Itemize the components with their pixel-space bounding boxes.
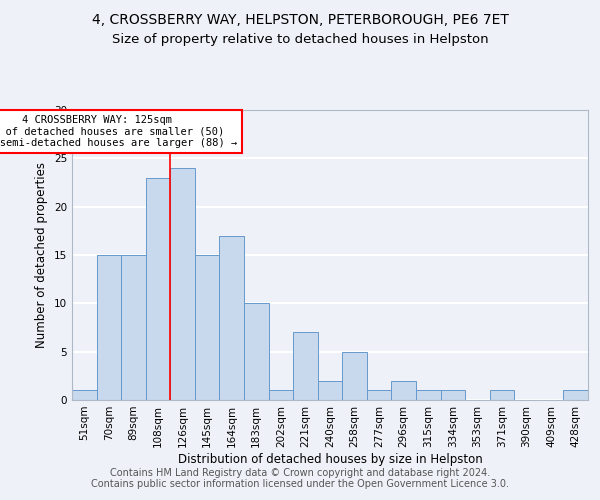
Bar [146, 178, 170, 400]
Bar [391, 380, 416, 400]
Text: Contains HM Land Registry data © Crown copyright and database right 2024.: Contains HM Land Registry data © Crown c… [110, 468, 490, 477]
Bar [97, 255, 121, 400]
Y-axis label: Number of detached properties: Number of detached properties [35, 162, 49, 348]
Bar [367, 390, 391, 400]
Bar [269, 390, 293, 400]
Bar [563, 390, 588, 400]
Bar [440, 390, 465, 400]
X-axis label: Distribution of detached houses by size in Helpston: Distribution of detached houses by size … [178, 452, 482, 466]
Bar [318, 380, 342, 400]
Bar [170, 168, 195, 400]
Bar [195, 255, 220, 400]
Bar [121, 255, 146, 400]
Bar [490, 390, 514, 400]
Text: 4 CROSSBERRY WAY: 125sqm
← 35% of detached houses are smaller (50)
62% of semi-d: 4 CROSSBERRY WAY: 125sqm ← 35% of detach… [0, 115, 237, 148]
Bar [293, 332, 318, 400]
Bar [72, 390, 97, 400]
Bar [244, 304, 269, 400]
Bar [416, 390, 440, 400]
Text: 4, CROSSBERRY WAY, HELPSTON, PETERBOROUGH, PE6 7ET: 4, CROSSBERRY WAY, HELPSTON, PETERBOROUG… [92, 12, 508, 26]
Text: Contains public sector information licensed under the Open Government Licence 3.: Contains public sector information licen… [91, 479, 509, 489]
Text: Size of property relative to detached houses in Helpston: Size of property relative to detached ho… [112, 32, 488, 46]
Bar [220, 236, 244, 400]
Bar [342, 352, 367, 400]
